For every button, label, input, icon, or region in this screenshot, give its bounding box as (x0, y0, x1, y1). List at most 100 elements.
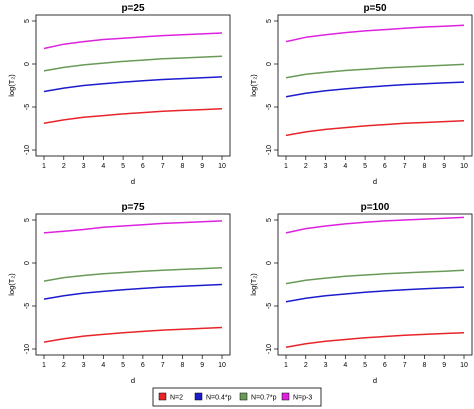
x-tick-label: 2 (304, 163, 308, 170)
panel-title: p=75 (121, 202, 145, 213)
x-tick-label: 5 (363, 362, 367, 369)
x-axis-label: d (373, 177, 377, 186)
x-tick-label: 3 (82, 163, 86, 170)
x-tick-label: 4 (343, 362, 347, 369)
x-tick-label: 4 (101, 362, 105, 369)
y-tick-label: 5 (24, 218, 31, 222)
series-line-n-p-3 (285, 216, 465, 234)
y-tick-label: -5 (266, 104, 273, 110)
x-axis-label: d (373, 376, 377, 385)
series-line-n-0-7-p (43, 266, 223, 282)
legend-swatch (281, 392, 290, 401)
x-axis-label: d (131, 376, 135, 385)
y-tick-label: 5 (266, 19, 273, 23)
y-tick-label: -5 (24, 303, 31, 309)
plot-frame (277, 213, 473, 356)
series-line-n-0-4-p (43, 283, 223, 300)
x-tick-label: 6 (141, 362, 145, 369)
series-line-n-0-7-p (285, 63, 465, 79)
series-line-n-p-3 (285, 24, 465, 43)
x-tick-label: 10 (460, 362, 468, 369)
y-tick-label: -5 (24, 104, 31, 110)
y-tick-label: 0 (266, 62, 273, 66)
series-line-n-0-7-p (285, 269, 465, 285)
x-tick-label: 5 (363, 163, 367, 170)
x-tick-label: 1 (284, 163, 288, 170)
legend-swatch (239, 392, 248, 401)
legend-label: N=0.4*p (206, 395, 232, 402)
y-tick-label: 0 (24, 62, 31, 66)
panel-title: p=25 (121, 3, 145, 14)
series-line-n-0-7-p (43, 55, 223, 72)
legend-swatch (158, 392, 167, 401)
x-tick-label: 7 (161, 362, 165, 369)
x-tick-label: 8 (180, 163, 184, 170)
y-tick-label: 0 (266, 261, 273, 265)
plot-frame (277, 14, 473, 157)
x-tick-label: 8 (422, 163, 426, 170)
x-tick-label: 1 (42, 163, 46, 170)
legend-swatch (194, 392, 203, 401)
plot-frame (35, 213, 231, 356)
x-tick-label: 10 (460, 163, 468, 170)
x-tick-label: 8 (180, 362, 184, 369)
legend-box (152, 387, 322, 407)
x-tick-label: 6 (383, 362, 387, 369)
legend-label: N=0.7*p (251, 395, 277, 402)
series-line-n-0-4-p (285, 81, 465, 98)
series-line-n-2 (285, 120, 465, 137)
x-tick-label: 3 (324, 163, 328, 170)
x-tick-label: 4 (343, 163, 347, 170)
y-tick-label: 5 (24, 19, 31, 23)
y-axis-label: log(T₂) (249, 74, 258, 97)
x-tick-label: 9 (442, 362, 446, 369)
y-tick-label: -5 (266, 303, 273, 309)
y-tick-label: -10 (266, 344, 273, 354)
y-tick-label: -10 (24, 344, 31, 354)
y-tick-label: -10 (24, 145, 31, 155)
series-line-n-2 (285, 331, 465, 349)
x-tick-label: 10 (218, 163, 226, 170)
series-line-n-0-4-p (43, 76, 223, 93)
y-axis-label: log(T₂) (249, 273, 258, 296)
panel-title: p=100 (361, 202, 390, 213)
x-tick-label: 8 (422, 362, 426, 369)
x-axis-label: d (131, 177, 135, 186)
series-line-n-2 (43, 107, 223, 125)
y-tick-label: 0 (24, 261, 31, 265)
x-tick-label: 10 (218, 362, 226, 369)
x-tick-label: 9 (200, 362, 204, 369)
series-line-n-p-3 (43, 32, 223, 50)
x-tick-label: 7 (403, 362, 407, 369)
x-tick-label: 6 (141, 163, 145, 170)
y-tick-label: 5 (266, 218, 273, 222)
x-tick-label: 3 (324, 362, 328, 369)
x-tick-label: 2 (304, 362, 308, 369)
x-tick-label: 2 (62, 362, 66, 369)
x-tick-label: 2 (62, 163, 66, 170)
series-line-n-p-3 (43, 220, 223, 234)
y-axis-label: log(T₂) (7, 74, 16, 97)
x-tick-label: 4 (101, 163, 105, 170)
plot-frame (35, 14, 231, 157)
x-tick-label: 9 (200, 163, 204, 170)
legend-label: N=p-3 (293, 395, 312, 402)
legend: N=2 N=0.4*p N=0.7*p N=p-3 (152, 387, 322, 407)
x-tick-label: 7 (403, 163, 407, 170)
series-line-n-0-4-p (285, 286, 465, 303)
x-tick-label: 9 (442, 163, 446, 170)
x-tick-label: 5 (121, 163, 125, 170)
y-tick-label: -10 (266, 145, 273, 155)
x-tick-label: 5 (121, 362, 125, 369)
y-axis-label: log(T₂) (7, 273, 16, 296)
x-tick-label: 6 (383, 163, 387, 170)
series-line-n-2 (43, 326, 223, 343)
legend-label: N=2 (170, 395, 183, 402)
panel-title: p=50 (363, 3, 387, 14)
x-tick-label: 3 (82, 362, 86, 369)
x-tick-label: 1 (42, 362, 46, 369)
